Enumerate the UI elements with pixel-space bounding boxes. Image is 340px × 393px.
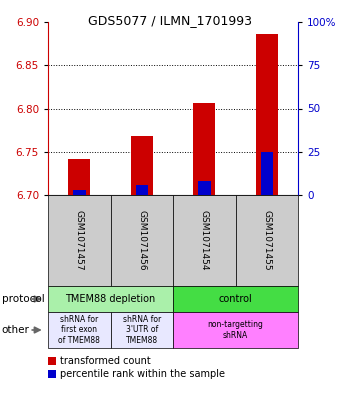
Text: transformed count: transformed count — [60, 356, 151, 366]
Text: GSM1071454: GSM1071454 — [200, 210, 209, 271]
Bar — [256, 34, 278, 195]
Bar — [193, 103, 215, 195]
Bar — [131, 136, 153, 195]
Bar — [260, 152, 273, 195]
Text: non-targetting
shRNA: non-targetting shRNA — [207, 320, 264, 340]
Text: shRNA for
first exon
of TMEM88: shRNA for first exon of TMEM88 — [58, 315, 100, 345]
Bar — [136, 185, 148, 195]
Text: TMEM88 depletion: TMEM88 depletion — [65, 294, 156, 304]
Bar — [198, 181, 210, 195]
Text: GSM1071456: GSM1071456 — [137, 210, 146, 271]
Bar — [73, 190, 85, 195]
Text: shRNA for
3'UTR of
TMEM88: shRNA for 3'UTR of TMEM88 — [123, 315, 161, 345]
Text: GSM1071455: GSM1071455 — [262, 210, 271, 271]
Text: GDS5077 / ILMN_1701993: GDS5077 / ILMN_1701993 — [88, 14, 252, 27]
Text: protocol: protocol — [2, 294, 45, 304]
Text: percentile rank within the sample: percentile rank within the sample — [60, 369, 225, 379]
Text: other: other — [2, 325, 30, 335]
Text: control: control — [219, 294, 252, 304]
Text: GSM1071457: GSM1071457 — [75, 210, 84, 271]
Bar — [68, 159, 90, 195]
